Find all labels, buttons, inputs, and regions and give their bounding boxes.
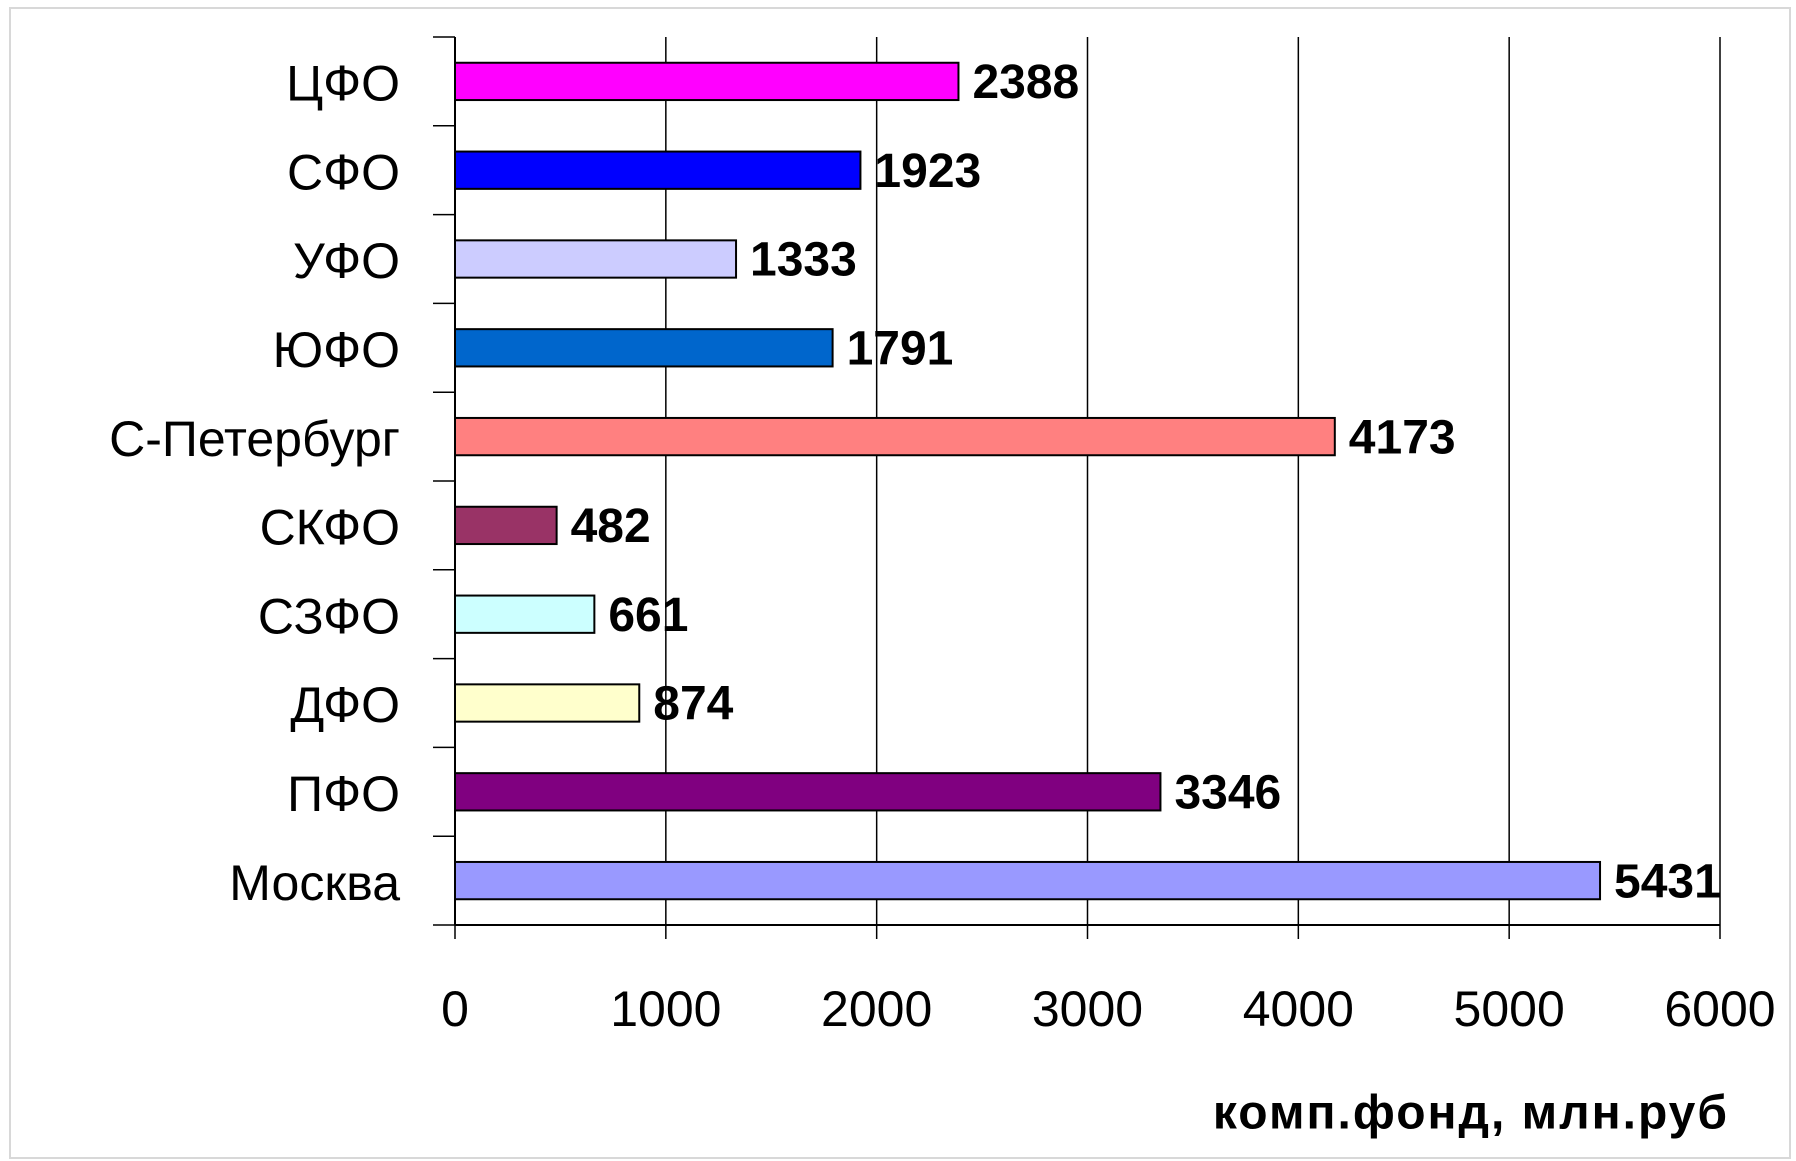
y-tick-label: ПФО [287, 766, 400, 822]
frame [9, 7, 1791, 1159]
y-tick-label: СФО [287, 144, 400, 200]
x-tick-label: 3000 [1032, 981, 1143, 1037]
data-label: 5431 [1614, 855, 1721, 908]
y-tick-label: ДФО [290, 677, 400, 733]
bar [454, 328, 834, 368]
data-label: 4173 [1349, 411, 1456, 464]
x-axis-label: комп.фонд, млн.руб [1213, 1087, 1729, 1140]
x-tick-label: 2000 [821, 981, 932, 1037]
data-label: 1333 [750, 234, 857, 287]
y-tick-label: СЗФО [258, 588, 400, 644]
y-tick-label: Москва [229, 855, 400, 911]
data-label: 874 [653, 678, 733, 731]
bar [454, 416, 1336, 457]
bar [454, 505, 558, 546]
x-tick-label: 0 [441, 981, 469, 1037]
x-tick-label: 6000 [1664, 981, 1775, 1037]
bar [454, 61, 960, 102]
bar [454, 683, 641, 723]
data-label: 1791 [847, 322, 954, 375]
y-tick-label: УФО [293, 233, 400, 289]
data-label: 2388 [972, 56, 1079, 109]
bar [454, 239, 738, 279]
data-label: 1923 [874, 145, 981, 198]
bar [454, 772, 1162, 812]
y-tick-label: ЦФО [286, 56, 400, 112]
y-tick-label: ЮФО [273, 322, 400, 378]
x-tick-label: 4000 [1243, 981, 1354, 1037]
y-tick-label: СКФО [260, 500, 400, 556]
x-tick-label: 1000 [610, 981, 721, 1037]
data-label: 661 [608, 589, 688, 642]
bar [454, 860, 1602, 901]
y-tick-label: С-Петербург [109, 411, 400, 467]
x-tick-label: 5000 [1454, 981, 1565, 1037]
bar [454, 150, 862, 190]
data-label: 3346 [1174, 766, 1281, 819]
data-label: 482 [571, 500, 651, 553]
bar [454, 594, 596, 634]
